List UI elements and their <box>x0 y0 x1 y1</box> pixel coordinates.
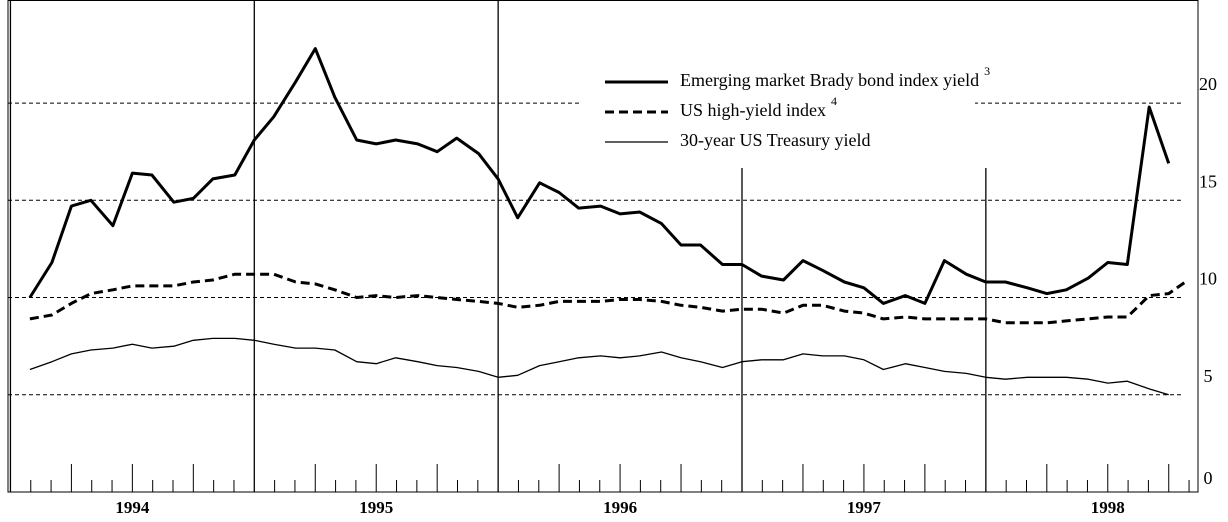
legend-label: 30-year US Treasury yield <box>680 130 870 150</box>
x-tick-label: 1994 <box>115 498 150 517</box>
series-line <box>29 337 1169 396</box>
x-tick-label: 1996 <box>603 498 637 517</box>
y-tick-label: 5 <box>1204 366 1213 386</box>
plot-frame <box>7 0 1199 493</box>
x-tick-label: 1998 <box>1091 498 1125 517</box>
legend-label: Emerging market Brady bond index yield <box>680 70 979 90</box>
series-line <box>28 47 1171 305</box>
x-tick-label: 1997 <box>847 498 882 517</box>
legend-footnote: 4 <box>831 94 837 108</box>
legend-bg <box>580 62 975 162</box>
legend-label: US high-yield index <box>680 100 826 120</box>
y-tick-label: 0 <box>1204 468 1213 488</box>
x-tick-label: 1995 <box>359 498 393 517</box>
y-tick-label: 20 <box>1199 74 1217 94</box>
legend-footnote: 3 <box>984 64 990 78</box>
y-tick-label: 15 <box>1199 171 1217 191</box>
series-line <box>29 272 1190 325</box>
y-tick-label: 10 <box>1199 269 1217 289</box>
